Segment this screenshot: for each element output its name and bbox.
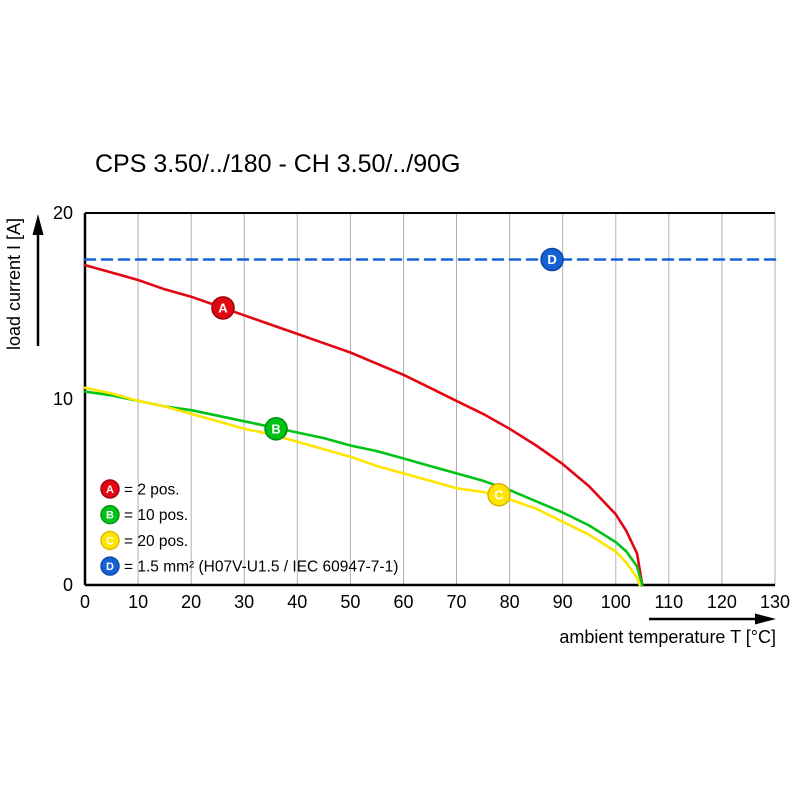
x-axis-arrow-head [755,613,776,625]
y-axis-arrow-head [32,214,44,235]
x-tick-label: 10 [128,592,148,612]
marker-letter: A [218,300,228,315]
x-axis-label: ambient temperature T [°C] [559,627,776,647]
marker-circle [211,296,235,320]
x-tick-label: 100 [601,592,631,612]
series-A-marker: A [211,296,235,320]
x-tick-label: 80 [500,592,520,612]
x-tick-label: 20 [181,592,201,612]
x-tick-label: 0 [80,592,90,612]
legend-item-A: A = 2 pos. [100,479,180,499]
legend-marker-letter: B [106,510,114,522]
y-tick-label: 0 [63,575,73,595]
x-tick-label: 70 [446,592,466,612]
y-tick-label: 20 [53,203,73,223]
y-axis-label: load current I [A] [4,218,24,350]
legend-label: = 20 pos. [124,533,188,550]
chart-title: CPS 3.50/../180 - CH 3.50/../90G [95,150,461,178]
x-tick-label: 110 [654,592,683,612]
marker-circle [487,482,511,507]
marker-letter: D [547,252,556,267]
series-B-curve [83,390,644,587]
x-tick-label: 40 [287,592,307,612]
marker-circle [264,416,288,441]
marker-circle [540,247,564,272]
legend-item-B: B = 10 pos. [100,505,188,525]
x-tick-label: 120 [707,592,737,612]
x-tick-label: 90 [553,592,573,612]
legend-marker-circle [100,556,120,576]
x-tick-label: 30 [234,592,254,612]
legend-item-D: D = 1.5 mm² (H07V-U1.5 / IEC 60947-7-1) [100,556,398,576]
legend-marker-circle [100,479,120,499]
legend-marker-letter: D [106,561,114,573]
legend-label: = 10 pos. [124,507,188,524]
legend-marker-circle [100,505,120,525]
series-D-marker: D [540,247,564,272]
legend-label: = 2 pos. [124,482,180,499]
x-tick-label: 130 [760,592,790,612]
series-A-curve [83,263,644,587]
marker-letter: B [271,421,280,436]
x-tick-label: 50 [340,592,360,612]
legend-marker-letter: A [106,484,114,496]
legend-item-C: C = 20 pos. [100,530,188,551]
series-C-marker: C [487,482,511,507]
series-C-curve [83,386,642,587]
y-tick-label: 10 [53,389,73,409]
x-tick-label: 60 [393,592,413,612]
legend-marker-circle [100,530,120,551]
marker-letter: C [494,487,504,502]
legend-label: = 1.5 mm² (H07V-U1.5 / IEC 60947-7-1) [124,559,398,576]
legend-marker-letter: C [106,535,114,547]
series-B-marker: B [264,416,288,441]
